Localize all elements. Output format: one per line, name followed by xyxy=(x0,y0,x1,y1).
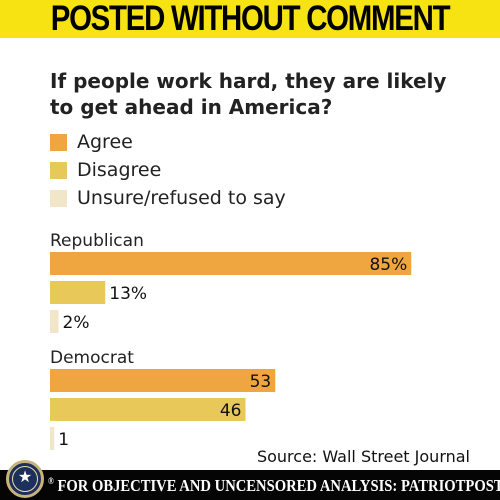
footer-tagline: FOR OBJECTIVE AND UNCENSORED ANALYSIS: P… xyxy=(57,476,500,495)
bar-republican-0 xyxy=(50,252,412,275)
bar-republican-2 xyxy=(50,310,59,333)
bar-democrat-2 xyxy=(50,427,55,450)
data-label-democrat-0: 53 xyxy=(250,372,272,392)
seal-ring xyxy=(12,466,38,492)
banner-title: POSTED WITHOUT COMMENT xyxy=(50,0,451,38)
chart-title: If people work hard, they are likely to … xyxy=(50,69,447,119)
star-icon: ★ xyxy=(17,469,33,486)
legend-item-disagree: Disagree xyxy=(50,156,286,184)
legend: Agree Disagree Unsure/refused to say xyxy=(50,128,286,212)
data-label-republican-2: 2% xyxy=(63,313,90,333)
bar-democrat-1 xyxy=(50,398,246,421)
trademark-mark: ® xyxy=(48,476,54,486)
legend-swatch-unsure xyxy=(50,189,67,207)
data-label-democrat-2: 1 xyxy=(58,430,69,450)
patriot-post-seal-icon: ★ xyxy=(6,460,44,498)
legend-swatch-disagree xyxy=(50,161,67,179)
bar-chart: Republican 85% 13% 2% Democrat 53 46 1 xyxy=(50,231,412,450)
data-label-republican-1: 13% xyxy=(109,284,147,304)
bar-democrat-0 xyxy=(50,369,276,392)
legend-label-unsure: Unsure/refused to say xyxy=(77,187,286,209)
footer-bar xyxy=(0,470,500,500)
data-label-republican-0: 85% xyxy=(369,255,407,275)
category-label-republican: Republican xyxy=(50,231,144,251)
data-label-democrat-1: 46 xyxy=(220,401,242,421)
footer-text: ® FOR OBJECTIVE AND UNCENSORED ANALYSIS:… xyxy=(48,476,500,496)
legend-swatch-agree xyxy=(50,133,67,151)
category-label-democrat: Democrat xyxy=(50,348,134,368)
legend-label-agree: Agree xyxy=(77,131,133,153)
bar-republican-1 xyxy=(50,281,106,304)
legend-item-unsure: Unsure/refused to say xyxy=(50,184,286,212)
legend-label-disagree: Disagree xyxy=(77,159,162,181)
source-note: Source: Wall Street Journal xyxy=(256,447,470,466)
banner: POSTED WITHOUT COMMENT xyxy=(0,0,500,38)
legend-item-agree: Agree xyxy=(50,128,286,156)
